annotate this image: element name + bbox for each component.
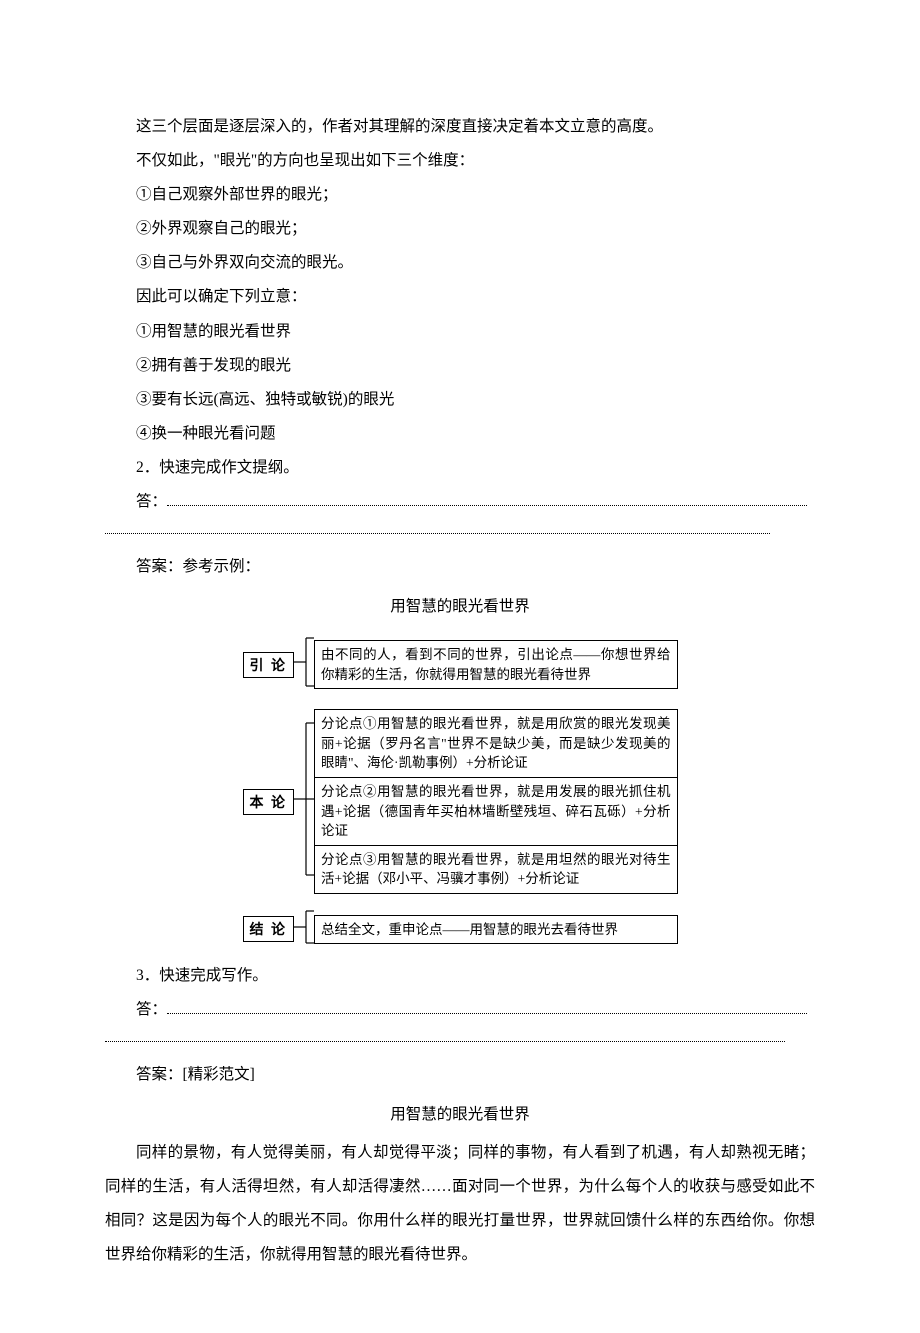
essay-p1: 同样的景物，有人觉得美丽，有人却觉得平淡；同样的事物，有人看到了机遇，有人却熟视…: [105, 1136, 815, 1272]
intro-thesis-1: ①用智慧的眼光看世界: [105, 315, 815, 349]
intro-dim-2: ②外界观察自己的眼光；: [105, 212, 815, 246]
diagram-body-sub3: 分论点③用智慧的眼光看世界，就是用坦然的眼光对待生活+论据（邓小平、冯骥才事例）…: [314, 846, 678, 894]
q3-answer-label: 答：: [136, 1001, 167, 1018]
diagram-connector-intro: [294, 632, 314, 697]
outline-diagram: 引 论 由不同的人，看到不同的世界，引出论点——你想世界给你精彩的生活，你就得用…: [243, 632, 678, 953]
q3-answer-blank-line2[interactable]: [105, 1041, 785, 1042]
q2-outline-title: 用智慧的眼光看世界: [105, 590, 815, 624]
diagram-label-concl: 结 论: [243, 916, 295, 942]
q2-ref-label: 答案：参考示例：: [105, 550, 815, 584]
intro-thesis-3: ③要有长远(高远、独特或敏锐)的眼光: [105, 383, 815, 417]
diagram-row-body: 本 论 分论点①用智慧的眼光看世界，就是用欣赏的眼光发现美丽+论据（罗丹名言"世…: [243, 709, 678, 894]
diagram-connector-concl: [294, 906, 314, 953]
q2-answer-row: 答：: [105, 485, 815, 519]
diagram-intro-box: 由不同的人，看到不同的世界，引出论点——你想世界给你精彩的生活，你就得用智慧的眼…: [314, 640, 678, 689]
intro-p1: 这三个层面是逐层深入的，作者对其理解的深度直接决定着本文立意的高度。: [105, 110, 815, 144]
diagram-label-intro: 引 论: [243, 652, 295, 678]
diagram-connector-body: [294, 715, 314, 888]
diagram-row-concl: 结 论 总结全文，重申论点——用智慧的眼光去看待世界: [243, 906, 678, 953]
diagram-concl-box: 总结全文，重申论点——用智慧的眼光去看待世界: [314, 915, 678, 945]
q2-prompt: 2．快速完成作文提纲。: [105, 451, 815, 485]
diagram-row-intro: 引 论 由不同的人，看到不同的世界，引出论点——你想世界给你精彩的生活，你就得用…: [243, 632, 678, 697]
q3-answer-blank[interactable]: [167, 997, 807, 1014]
q3-ref-label: 答案：[精彩范文]: [105, 1058, 815, 1092]
q3-prompt: 3．快速完成写作。: [105, 959, 815, 993]
intro-dim-1: ①自己观察外部世界的眼光；: [105, 178, 815, 212]
q2-answer-blank[interactable]: [167, 489, 807, 506]
q2-answer-blank-line2[interactable]: [105, 533, 770, 534]
essay-title: 用智慧的眼光看世界: [105, 1098, 815, 1132]
diagram-body-sub2: 分论点②用智慧的眼光看世界，就是用发展的眼光抓住机遇+论据（德国青年买柏林墙断壁…: [314, 778, 678, 846]
intro-p2: 不仅如此，"眼光"的方向也呈现出如下三个维度：: [105, 144, 815, 178]
diagram-label-body: 本 论: [243, 789, 295, 815]
q3-answer-row: 答：: [105, 993, 815, 1027]
intro-thesis-2: ②拥有善于发现的眼光: [105, 349, 815, 383]
intro-therefore: 因此可以确定下列立意：: [105, 280, 815, 314]
diagram-body-stack: 分论点①用智慧的眼光看世界，就是用欣赏的眼光发现美丽+论据（罗丹名言"世界不是缺…: [314, 709, 678, 894]
diagram-body-sub1: 分论点①用智慧的眼光看世界，就是用欣赏的眼光发现美丽+论据（罗丹名言"世界不是缺…: [314, 709, 678, 778]
q2-answer-label: 答：: [136, 493, 167, 510]
intro-dim-3: ③自己与外界双向交流的眼光。: [105, 246, 815, 280]
intro-thesis-4: ④换一种眼光看问题: [105, 417, 815, 451]
